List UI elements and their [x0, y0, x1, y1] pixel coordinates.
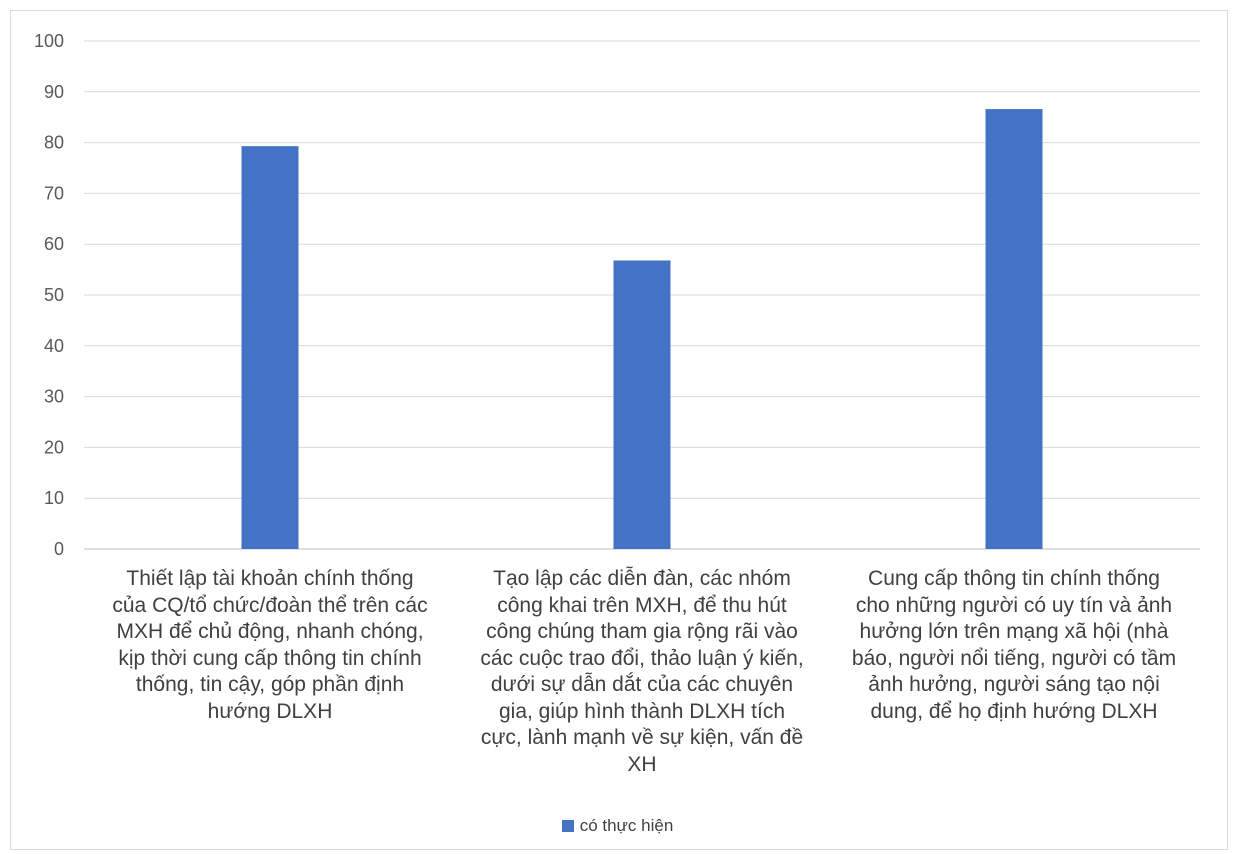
x-tick-label-line: hướng DLXH — [207, 699, 333, 723]
y-tick-label: 50 — [44, 285, 64, 305]
x-tick-label-line: hưởng lớn trên mạng xã hội (nhà — [859, 620, 1169, 643]
x-tick-label-line: Tạo lập các diễn đàn, các nhóm — [493, 567, 791, 590]
x-tick-label-line: công chúng tham gia rộng rãi vào — [486, 620, 798, 643]
legend: có thực hiện — [0, 816, 1235, 836]
y-tick-label: 10 — [44, 488, 64, 508]
x-tick-label: Thiết lập tài khoản chính thống của CQ/tổ… — [80, 566, 460, 725]
bar — [613, 260, 671, 549]
x-tick-label-line: thống, tin cậy, góp phần định — [135, 673, 405, 696]
x-tick-label-line: ảnh hưởng, người sáng tạo nội — [868, 673, 1160, 696]
x-tick-label-line: dưới sự dẫn dắt của các chuyên — [490, 673, 794, 696]
x-tick-label-line: dung, để họ định hướng DLXH — [870, 699, 1158, 723]
x-tick-label-line: báo, người nổi tiếng, người có tầm — [851, 646, 1177, 670]
x-tick-label: Cung cấp thông tin chính thống cho những … — [824, 566, 1204, 725]
x-tick-label-line: các cuộc trao đổi, thảo luận ý kiến, — [480, 646, 804, 670]
x-tick-label-line: cực, lành mạnh về sự kiện, vấn đề — [480, 726, 804, 749]
legend-swatch — [561, 820, 574, 832]
y-tick-label: 100 — [34, 31, 64, 51]
y-tick-label: 90 — [44, 82, 64, 102]
x-tick-label: Tạo lập các diễn đàn, các nhóm công khai … — [452, 566, 832, 778]
bar — [241, 146, 299, 549]
x-tick-label-line: cho những người có uy tín và ảnh — [855, 593, 1173, 617]
y-tick-label: 0 — [54, 539, 64, 559]
y-tick-label: 30 — [44, 387, 64, 407]
x-tick-label-line: kịp thời cung cấp thông tin chính — [118, 646, 422, 670]
bar — [985, 109, 1043, 550]
legend-label: có thực hiện — [579, 816, 674, 835]
x-tick-label-line: Thiết lập tài khoản chính thống — [126, 567, 414, 590]
x-tick-label-line: Cung cấp thông tin chính thống — [868, 567, 1160, 590]
y-tick-label: 80 — [44, 133, 64, 153]
x-tick-label-line: MXH để chủ động, nhanh chóng, — [116, 620, 424, 643]
x-tick-label-line: gia, giúp hình thành DLXH tích — [498, 699, 786, 723]
x-tick-label-line: XH — [627, 752, 657, 776]
y-tick-label: 60 — [44, 234, 64, 254]
x-tick-label-line: công khai trên MXH, để thu hút — [497, 593, 787, 617]
y-tick-label: 70 — [44, 183, 64, 203]
y-tick-label: 40 — [44, 336, 64, 356]
y-tick-label: 20 — [44, 437, 64, 457]
x-tick-label-line: của CQ/tổ chức/đoàn thể trên các — [112, 593, 428, 617]
